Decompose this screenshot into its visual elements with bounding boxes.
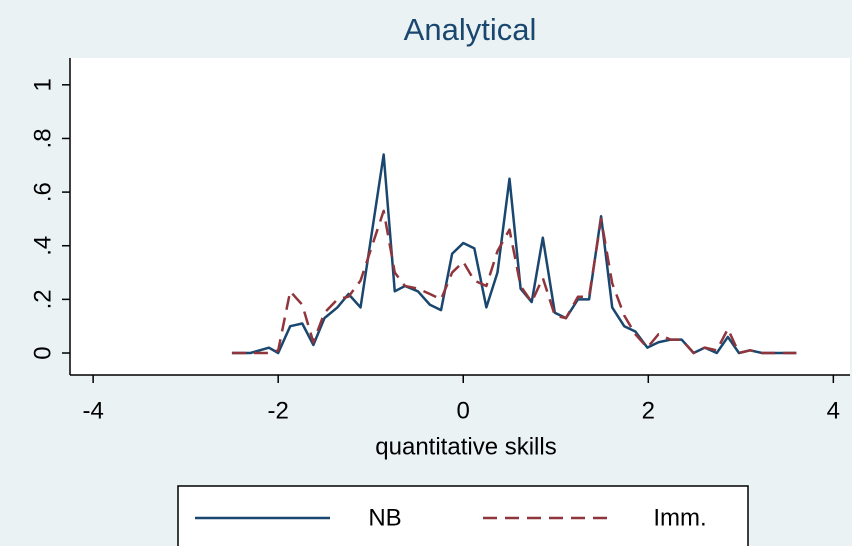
data-line: [231, 209, 797, 355]
legend: [177, 485, 749, 546]
y-tick-label: 0: [29, 346, 56, 359]
x-tick-label: -4: [82, 397, 103, 424]
y-tick-label: .4: [29, 236, 56, 256]
x-axis-title: quantitative skills: [375, 433, 556, 460]
plot-area: [70, 58, 850, 375]
y-tick-label: .8: [29, 128, 56, 148]
y-tick-label: .2: [29, 289, 56, 309]
y-tick-label: 1: [29, 78, 56, 91]
x-tick-label: -2: [268, 397, 289, 424]
legend-label: NB: [368, 504, 401, 531]
chart-title: Analytical: [404, 12, 537, 47]
x-tick-label: 4: [827, 397, 840, 424]
legend-label: Imm.: [653, 504, 706, 531]
x-tick-label: 2: [642, 397, 655, 424]
y-tick-label: .6: [29, 182, 56, 202]
x-tick-label: 0: [457, 397, 470, 424]
